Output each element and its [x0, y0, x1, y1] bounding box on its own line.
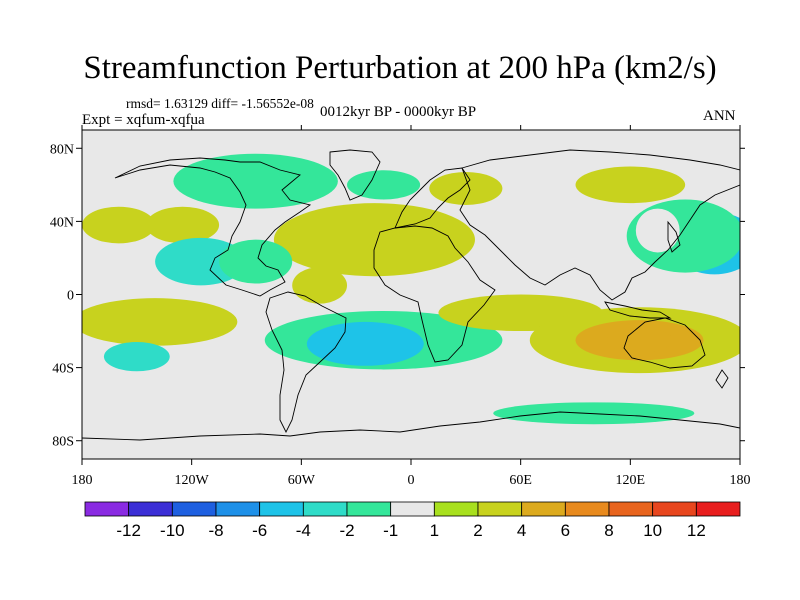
colorbar-label-1: -10	[160, 521, 185, 540]
x-tick-label-1: 120W	[175, 473, 210, 488]
coastline-new-zealand	[715, 369, 729, 389]
contour-fill-layer	[82, 153, 740, 425]
anomaly-region-12	[219, 239, 293, 284]
colorbar-label-0: -12	[116, 521, 141, 540]
colorbar-label-7: 1	[430, 521, 439, 540]
coastline-layer	[82, 149, 740, 441]
x-tick-label-4: 60E	[509, 473, 532, 488]
y-tick-label-4: 80S	[52, 435, 74, 450]
colorbar-swatch-14	[695, 501, 741, 517]
anomaly-region-21	[606, 327, 673, 353]
anomaly-region-15	[103, 342, 170, 372]
coastline-indonesia	[604, 301, 672, 319]
colorbar-swatch-2	[171, 501, 217, 517]
y-tick-label-1: 40N	[50, 215, 74, 230]
coastline-antarctica	[82, 411, 740, 441]
x-tick-label-3: 0	[408, 473, 415, 488]
anomaly-region-8	[347, 170, 421, 200]
x-tick-label-5: 120E	[616, 473, 646, 488]
coastline-africa	[373, 225, 496, 363]
colorbar-label-4: -4	[296, 521, 311, 540]
rmsd-diff-text: rmsd= 1.63129 diff= -1.56552e-08	[126, 96, 314, 111]
colorbar-label-13: 12	[687, 521, 706, 540]
colorbar-swatch-11	[564, 501, 610, 517]
coastline-south-america	[265, 291, 347, 434]
colorbar-swatch-3	[215, 501, 261, 517]
colorbar-label-9: 4	[517, 521, 526, 540]
experiment-label: Expt = xqfum-xqfua	[82, 112, 205, 128]
colorbar-swatch-0	[84, 501, 130, 517]
anomaly-region-13	[292, 267, 348, 304]
coastline-greenland	[329, 149, 381, 201]
colorbar-swatch-10	[521, 501, 566, 517]
colorbar-swatch-9	[477, 501, 523, 517]
anomaly-region-4	[273, 203, 475, 277]
y-tick-label-0: 80N	[50, 142, 74, 157]
anomaly-region-17	[306, 321, 424, 366]
period-label: 0012kyr BP - 0000kyr BP	[320, 104, 477, 120]
y-tick-label-3: 40S	[52, 362, 74, 377]
colorbar-swatch-12	[608, 501, 654, 517]
season-label: ANN	[703, 108, 736, 124]
colorbar-label-12: 10	[643, 521, 662, 540]
colorbar-swatch-6	[346, 501, 392, 517]
colorbar-swatch-5	[302, 501, 348, 517]
colorbar-label-6: -1	[383, 521, 398, 540]
chart-title: Streamfunction Perturbation at 200 hPa (…	[83, 50, 717, 86]
anomaly-region-6	[82, 206, 156, 244]
colorbar-label-3: -6	[252, 521, 267, 540]
colorbar-swatch-13	[652, 501, 697, 517]
coastline-asia	[459, 149, 740, 301]
anomaly-region-11	[155, 237, 247, 286]
anomaly-region-14	[82, 298, 238, 346]
colorbar-label-5: -2	[339, 521, 354, 540]
coastline-north-america	[114, 157, 312, 297]
colorbar-label-8: 2	[473, 521, 482, 540]
colorbar-label-2: -8	[208, 521, 223, 540]
anomaly-region-7	[173, 153, 338, 209]
x-tick-label-0: 180	[72, 473, 93, 488]
colorbar-label-11: 8	[604, 521, 613, 540]
coastline-australia	[623, 317, 706, 369]
y-tick-label-2: 0	[67, 289, 74, 304]
coastline-europe	[394, 167, 471, 229]
x-tick-label-2: 60W	[288, 473, 316, 488]
axes-layer: 180 120W 60W 0 60E 120E 180 80N 40N 0 40S 80S	[50, 125, 751, 488]
colorbar-swatch-7	[390, 501, 435, 517]
colorbar-swatch-4	[259, 501, 304, 517]
coastline-japan	[667, 220, 681, 253]
colorbar-label-10: 6	[561, 521, 570, 540]
colorbar-swatch-1	[128, 501, 173, 517]
anomaly-region-5	[145, 206, 220, 244]
anomaly-region-10	[575, 166, 686, 204]
x-tick-label-6: 180	[730, 473, 751, 488]
colorbar-swatch-8	[433, 501, 479, 517]
anomaly-region-2	[635, 208, 680, 253]
anomaly-region-9	[429, 172, 503, 205]
colorbar: -12 -10 -8 -6 -4 -2 -1 1 2 4 6 8 10 12	[84, 501, 741, 540]
